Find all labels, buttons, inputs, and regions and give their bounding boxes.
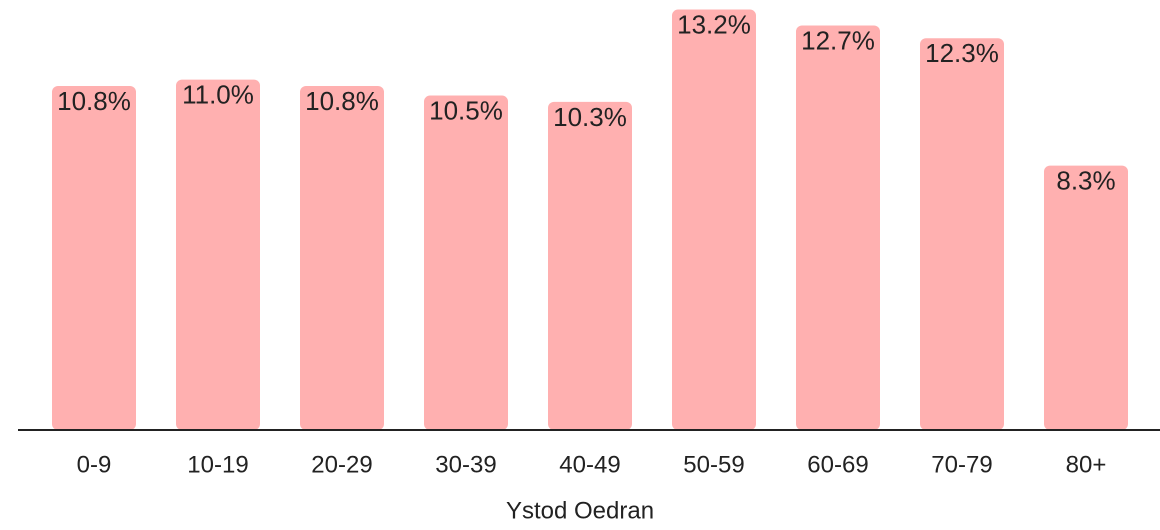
data-label: 10.5% (429, 95, 503, 125)
data-label: 12.3% (925, 38, 999, 68)
data-label: 10.8% (305, 86, 379, 116)
x-tick-label: 30-39 (435, 451, 496, 478)
bar (1044, 165, 1128, 430)
bar (52, 86, 136, 430)
data-label: 8.3% (1056, 166, 1115, 196)
x-axis-title: Ystod Oedran (506, 497, 654, 524)
x-tick-label: 20-29 (311, 451, 372, 478)
bar (300, 86, 384, 430)
x-tick-label: 70-79 (931, 451, 992, 478)
data-label: 10.3% (553, 102, 627, 132)
x-tick-label: 0-9 (77, 451, 112, 478)
bar (424, 95, 508, 431)
bar (672, 9, 756, 431)
x-tick-label: 80+ (1066, 451, 1107, 478)
bar (176, 79, 260, 430)
bar (548, 101, 632, 430)
bar (796, 25, 880, 431)
data-label: 10.8% (57, 86, 131, 116)
x-tick-label: 10-19 (187, 451, 248, 478)
data-label: 11.0% (182, 80, 254, 110)
data-label: 13.2% (677, 9, 751, 39)
bar (920, 38, 1004, 430)
x-tick-label: 40-49 (559, 451, 620, 478)
data-label: 12.7% (801, 25, 875, 55)
x-tick-label: 60-69 (807, 451, 868, 478)
x-tick-label: 50-59 (683, 451, 744, 478)
